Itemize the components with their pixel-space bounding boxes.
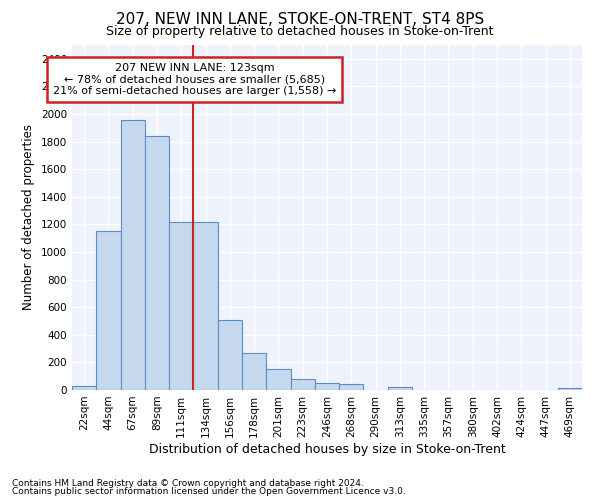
Text: Size of property relative to detached houses in Stoke-on-Trent: Size of property relative to detached ho… <box>106 25 494 38</box>
Bar <box>218 320 242 390</box>
Bar <box>266 370 290 390</box>
Bar <box>242 354 266 390</box>
Bar <box>339 384 364 390</box>
Bar <box>145 136 169 390</box>
Bar <box>169 222 193 390</box>
Bar <box>315 383 339 390</box>
Bar <box>193 222 218 390</box>
Bar <box>388 387 412 390</box>
Text: 207, NEW INN LANE, STOKE-ON-TRENT, ST4 8PS: 207, NEW INN LANE, STOKE-ON-TRENT, ST4 8… <box>116 12 484 28</box>
Bar <box>96 232 121 390</box>
Text: Contains HM Land Registry data © Crown copyright and database right 2024.: Contains HM Land Registry data © Crown c… <box>12 478 364 488</box>
Text: Contains public sector information licensed under the Open Government Licence v3: Contains public sector information licen… <box>12 487 406 496</box>
Y-axis label: Number of detached properties: Number of detached properties <box>22 124 35 310</box>
Text: 207 NEW INN LANE: 123sqm
← 78% of detached houses are smaller (5,685)
21% of sem: 207 NEW INN LANE: 123sqm ← 78% of detach… <box>53 63 336 96</box>
Bar <box>290 379 315 390</box>
Bar <box>121 120 145 390</box>
X-axis label: Distribution of detached houses by size in Stoke-on-Trent: Distribution of detached houses by size … <box>149 442 505 456</box>
Bar <box>72 386 96 390</box>
Bar <box>558 388 582 390</box>
